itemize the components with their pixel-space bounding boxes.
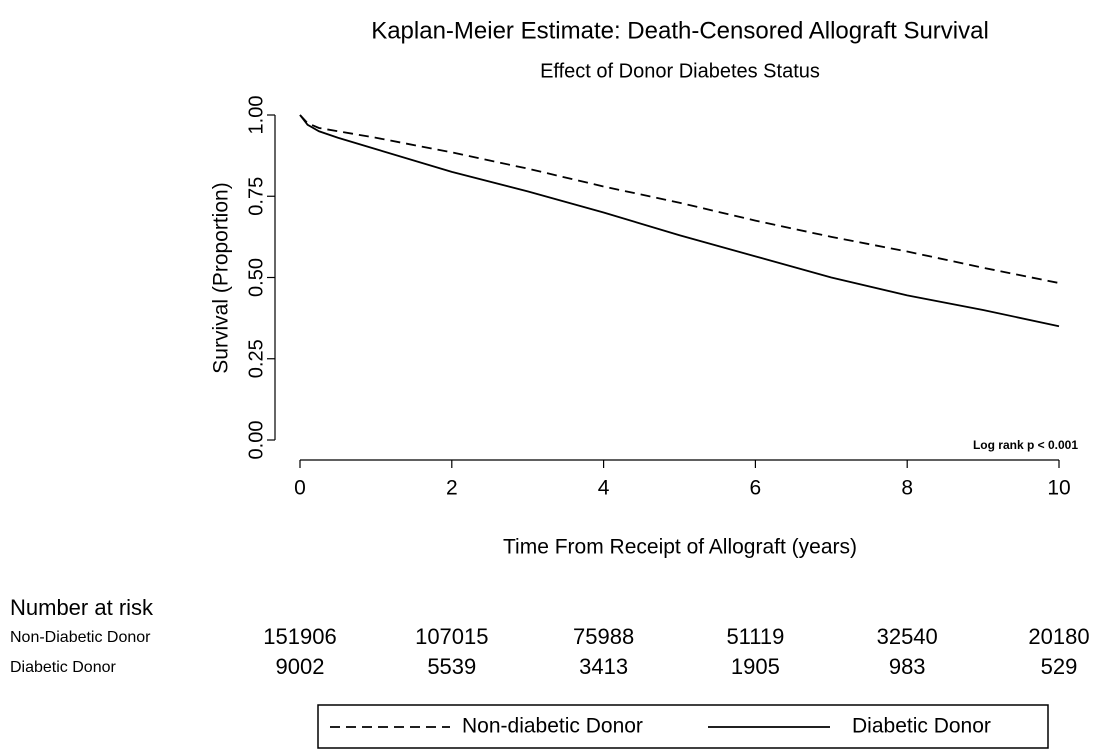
x-tick-label: 4 (598, 477, 610, 500)
risk-value: 9002 (276, 654, 325, 679)
y-tick-label: 0.25 (245, 339, 267, 378)
legend-label: Diabetic Donor (852, 715, 991, 738)
risk-value: 151906 (263, 624, 336, 649)
risk-value: 107015 (415, 624, 488, 649)
chart-title: Kaplan-Meier Estimate: Death-Censored Al… (371, 17, 989, 44)
risk-value: 3413 (579, 654, 628, 679)
y-tick-label: 0.50 (245, 258, 267, 297)
risk-value: 983 (889, 654, 926, 679)
x-tick-label: 8 (901, 477, 913, 500)
x-tick-label: 0 (294, 477, 306, 500)
y-tick-label: 0.00 (245, 421, 267, 460)
survival-curve (299, 114, 1060, 328)
risk-value: 20180 (1028, 624, 1089, 649)
risk-value: 51119 (726, 624, 784, 649)
x-axis-label: Time From Receipt of Allograft (years) (503, 536, 857, 559)
x-tick-label: 6 (750, 477, 762, 500)
risk-row-label: Non-Diabetic Donor (10, 629, 151, 646)
risk-row-label: Diabetic Donor (10, 659, 117, 676)
legend-box (317, 704, 1049, 749)
x-tick-label: 10 (1047, 477, 1070, 500)
risk-value: 529 (1041, 654, 1078, 679)
risk-table-title: Number at risk (10, 595, 154, 620)
y-tick-label: 0.75 (245, 177, 267, 216)
chart-subtitle: Effect of Donor Diabetes Status (540, 60, 820, 82)
x-tick-label: 2 (446, 477, 458, 500)
risk-value: 5539 (427, 654, 476, 679)
survival-curve (299, 114, 1060, 284)
y-tick-label: 1.00 (245, 96, 267, 135)
risk-value: 75988 (573, 624, 634, 649)
annotation: Log rank p < 0.001 (973, 438, 1078, 452)
y-axis-label: Survival (Proportion) (210, 182, 233, 373)
risk-value: 1905 (731, 654, 780, 679)
legend-label: Non-diabetic Donor (462, 715, 643, 738)
risk-value: 32540 (877, 624, 938, 649)
